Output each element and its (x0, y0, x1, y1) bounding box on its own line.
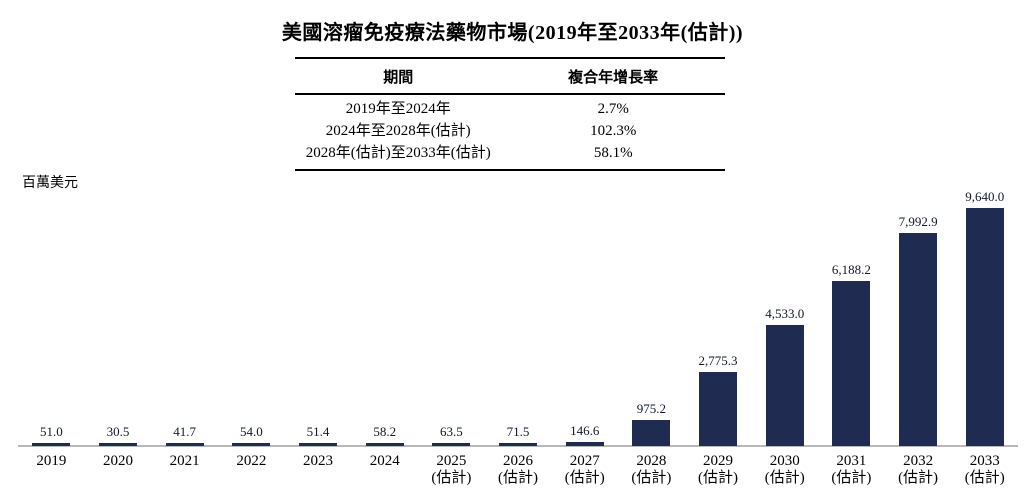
bar-slot: 6,188.2 (818, 189, 885, 446)
bar-slot: 30.5 (85, 189, 152, 446)
bar (632, 420, 671, 446)
bar-slot: 7,992.9 (885, 189, 952, 446)
bar-slot: 51.0 (18, 189, 85, 446)
header-period: 期間 (383, 70, 414, 86)
x-tick-label: 2029 (估計) (698, 453, 739, 486)
y-axis-unit-label: 百萬美元 (22, 176, 78, 191)
bar (699, 372, 738, 446)
bar-value-label: 6,188.2 (831, 262, 871, 278)
x-tick-label: 2025 (估計) (431, 453, 472, 486)
table-row: 2019年至2024年 2.7% (295, 98, 725, 120)
x-tick-label: 2028 (估計) (631, 453, 672, 486)
bar (832, 281, 871, 446)
period-cell: 2019年至2024年 (345, 101, 451, 117)
x-tick-label: 2030 (估計) (764, 453, 805, 486)
x-tick-label: 2020 (103, 453, 133, 469)
bar-slot: 4,533.0 (751, 189, 818, 446)
period-cell: 2024年至2028年(估計) (325, 123, 471, 139)
bar (499, 443, 538, 446)
bar (965, 208, 1004, 446)
bar-slot: 58.2 (351, 189, 418, 446)
bar (99, 443, 137, 446)
bar-slot: 2,775.3 (685, 189, 752, 446)
bar-value-label: 30.5 (106, 424, 130, 439)
bar-value-label: 51.4 (306, 424, 330, 439)
cagr-table: 期間 複合年增長率 2019年至2024年 2.7% 2024年至2028年(估… (295, 57, 725, 171)
plot-area: 51.0 30.5 41.7 54.0 51.4 58.2 63.5 71.5 146.6 975… (18, 189, 1018, 446)
bar-value-label: 63.5 (439, 424, 463, 439)
x-tick-label: 2032 (估計) (898, 453, 939, 486)
bar (432, 443, 471, 446)
bar-slot: 9,640.0 (951, 189, 1018, 446)
period-cell: 2028年(估計)至2033年(估計) (305, 145, 491, 161)
bar-slot: 54.0 (218, 189, 285, 446)
bar-slot: 71.5 (485, 189, 552, 446)
cagr-table-body: 2019年至2024年 2.7% 2024年至2028年(估計) 102.3% … (295, 95, 725, 169)
x-tick-label: 2019 (36, 453, 67, 469)
bar-slot: 146.6 (551, 189, 618, 446)
bar-value-label: 975.2 (636, 401, 666, 417)
page-title: 美國溶瘤免疫療法藥物市場(2019年至2033年(估計)) (281, 22, 744, 44)
x-tick-label: 2023 (303, 453, 334, 469)
bar (299, 443, 338, 446)
bar-slot: 41.7 (151, 189, 218, 446)
cagr-cell: 102.3% (590, 123, 637, 139)
cagr-cell: 2.7% (597, 101, 629, 117)
bar (899, 232, 938, 446)
bar-slot: 51.4 (285, 189, 352, 446)
cagr-table-header: 期間 複合年增長率 (295, 59, 725, 95)
cagr-cell: 58.1% (593, 145, 633, 161)
bar-value-label: 9,640.0 (965, 189, 1005, 204)
bar (32, 443, 71, 446)
bar (365, 443, 404, 446)
x-axis-labels: 2019 2020 2021 2022 2023 2024 2025 (估計) 2026 (估計)… (18, 453, 1018, 487)
x-tick-label: 2031 (估計) (831, 453, 872, 486)
x-tick-label: 2021 (169, 453, 200, 469)
bar (765, 325, 804, 446)
bar-slot: 975.2 (618, 189, 685, 446)
bar (565, 442, 604, 446)
x-tick-label: 2022 (236, 453, 267, 469)
bar-value-label: 4,533.0 (765, 306, 805, 322)
x-tick-label: 2026 (估計) (498, 453, 539, 486)
x-axis-baseline (18, 445, 1018, 447)
bar-value-label: 71.5 (506, 424, 530, 439)
bar (165, 443, 204, 446)
bar-value-label: 7,992.9 (898, 213, 938, 229)
bar-value-label: 58.2 (373, 424, 397, 439)
bar-value-label: 51.0 (39, 424, 63, 439)
bar (232, 443, 271, 446)
x-tick-label: 2027 (估計) (564, 453, 605, 486)
table-row: 2024年至2028年(估計) 102.3% (295, 120, 725, 142)
header-cagr: 複合年增長率 (568, 70, 659, 86)
bar-slot: 63.5 (418, 189, 485, 446)
bar-value-label: 54.0 (239, 424, 263, 439)
bar-value-label: 2,775.3 (698, 353, 738, 369)
bar-value-label: 146.6 (570, 423, 600, 439)
table-row: 2028年(估計)至2033年(估計) 58.1% (295, 142, 725, 164)
x-tick-label: 2033 (估計) (964, 453, 1005, 486)
bar-value-label: 41.7 (173, 424, 197, 439)
x-tick-label: 2024 (369, 453, 400, 469)
